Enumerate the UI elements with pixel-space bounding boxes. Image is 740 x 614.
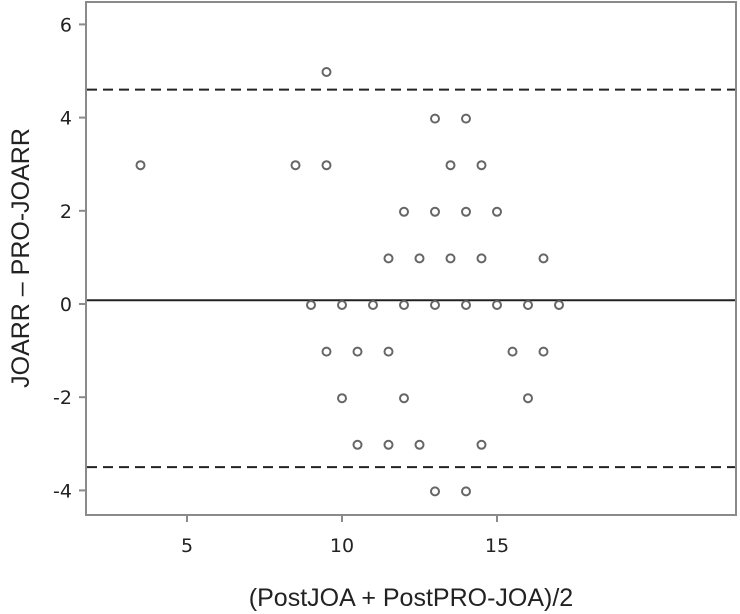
data-point (290, 160, 301, 171)
data-point (430, 486, 440, 497)
y-tick-label: 2 (60, 201, 72, 223)
x-tick-label: 10 (330, 535, 354, 557)
data-point (414, 439, 425, 450)
data-point (430, 300, 440, 310)
x-tick-label: 5 (181, 535, 193, 557)
plot-area-border (85, 1, 737, 516)
plot-frame (85, 1, 737, 516)
data-point (461, 486, 471, 497)
y-axis-ticks: 6 4 2 0 -2 -4 (53, 14, 86, 502)
data-point (321, 346, 332, 357)
data-point (414, 253, 425, 264)
data-point (476, 253, 487, 264)
data-point (352, 439, 363, 450)
y-tick-label: 4 (60, 108, 72, 130)
data-point (523, 393, 533, 404)
data-point (507, 346, 518, 357)
data-point (538, 253, 549, 264)
data-point (554, 300, 564, 310)
data-point (430, 206, 440, 217)
data-point (461, 300, 471, 310)
data-point (492, 300, 502, 310)
data-point (461, 206, 471, 217)
data-point (368, 300, 378, 310)
y-tick-label: 0 (60, 294, 72, 316)
data-point (399, 206, 409, 217)
data-point (476, 160, 487, 171)
data-points (135, 67, 564, 497)
data-point (337, 300, 347, 310)
data-point (352, 346, 363, 357)
data-point (492, 206, 502, 217)
y-tick-label: -2 (53, 387, 72, 409)
data-point (538, 346, 549, 357)
reference-lines (87, 88, 735, 469)
data-point (399, 393, 409, 404)
data-point (383, 439, 394, 450)
data-point (383, 253, 394, 264)
y-tick-label: -4 (53, 480, 72, 502)
x-axis-ticks: 5 10 15 (181, 515, 509, 557)
data-point (430, 113, 440, 124)
x-tick-label: 15 (485, 535, 509, 557)
data-point (445, 160, 456, 171)
y-tick-label: 6 (60, 14, 72, 36)
data-point (476, 439, 487, 450)
data-point (445, 253, 456, 264)
y-axis-title: JOARR – PRO-JOARR (7, 128, 35, 388)
data-point (523, 300, 533, 310)
data-point (306, 300, 316, 310)
data-point (461, 113, 471, 124)
data-point (135, 160, 146, 171)
data-point (321, 160, 332, 171)
x-axis-title: (PostJOA + PostPRO-JOA)/2 (249, 584, 573, 612)
data-point (321, 67, 332, 77)
data-point (399, 300, 409, 310)
data-point (337, 393, 347, 404)
data-point (383, 346, 394, 357)
